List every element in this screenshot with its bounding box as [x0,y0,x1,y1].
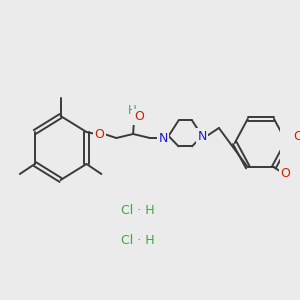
Text: O: O [134,110,144,124]
Text: O: O [293,130,300,143]
Text: Cl · H: Cl · H [121,233,155,247]
Text: O: O [280,167,290,180]
Text: N: N [197,130,207,142]
Text: O: O [94,128,104,140]
Text: Cl · H: Cl · H [121,203,155,217]
Text: N: N [158,131,168,145]
Text: H: H [128,104,136,118]
